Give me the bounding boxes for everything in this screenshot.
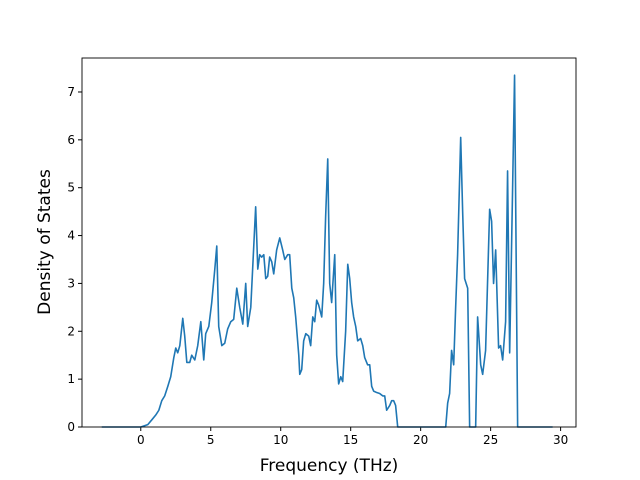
y-tick-label: 4: [67, 229, 75, 243]
y-tick-label: 2: [67, 324, 75, 338]
y-tick-label: 5: [67, 181, 75, 195]
y-tick-label: 3: [67, 276, 75, 290]
x-tick-label: 15: [343, 433, 358, 447]
y-tick-label: 7: [67, 85, 75, 99]
x-tick-label: 30: [553, 433, 568, 447]
x-tick-label: 0: [137, 433, 145, 447]
y-axis-label: Density of States: [35, 169, 55, 315]
line-series: [101, 74, 553, 428]
y-tick-label: 0: [67, 420, 75, 434]
y-tick-label: 1: [67, 372, 75, 386]
plot-frame: [81, 57, 577, 428]
x-axis-label: Frequency (THz): [260, 456, 399, 476]
y-tick-label: 6: [67, 133, 75, 147]
x-tick-label: 20: [413, 433, 428, 447]
x-tick-label: 10: [273, 433, 288, 447]
x-tick-label: 5: [207, 433, 215, 447]
x-tick-label: 25: [483, 433, 498, 447]
